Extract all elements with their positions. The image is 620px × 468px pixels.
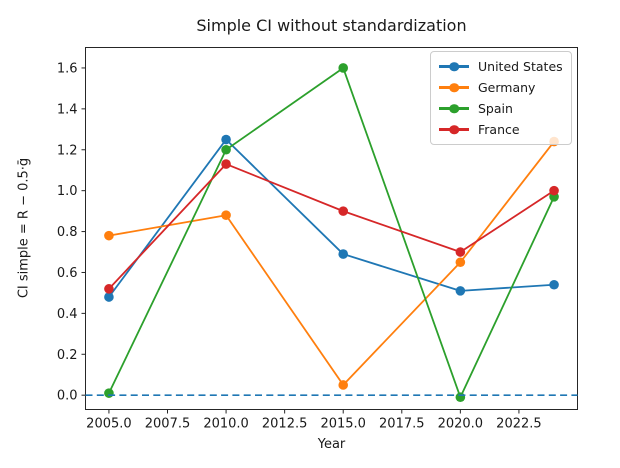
svg-text:1.2: 1.2	[57, 143, 78, 158]
svg-text:2005.0: 2005.0	[86, 417, 132, 432]
svg-text:0.6: 0.6	[57, 266, 78, 281]
svg-text:2017.5: 2017.5	[379, 417, 425, 432]
legend-item-united-states: United States	[439, 56, 563, 77]
legend-label: United States	[478, 59, 563, 74]
svg-text:2007.5: 2007.5	[145, 417, 191, 432]
x-axis-label: Year	[317, 437, 346, 452]
legend-label: France	[478, 122, 520, 137]
legend-item-spain: Spain	[439, 98, 563, 119]
svg-text:1.4: 1.4	[57, 102, 78, 117]
svg-text:2020.0: 2020.0	[438, 417, 484, 432]
svg-text:2010.0: 2010.0	[203, 417, 249, 432]
svg-text:0.4: 0.4	[57, 307, 78, 322]
legend-item-germany: Germany	[439, 77, 563, 98]
legend-marker-icon	[439, 128, 469, 131]
chart-title: Simple CI without standardization	[196, 16, 467, 35]
svg-text:0.0: 0.0	[57, 389, 78, 404]
y-axis-label: CI simple = R − 0.5·ḡ	[16, 157, 32, 299]
svg-text:1.0: 1.0	[57, 184, 78, 199]
svg-text:2012.5: 2012.5	[262, 417, 308, 432]
svg-text:2022.5: 2022.5	[496, 417, 542, 432]
legend: United States Germany Spain France	[430, 51, 572, 145]
legend-marker-icon	[439, 107, 469, 110]
svg-text:2015.0: 2015.0	[320, 417, 366, 432]
legend-item-france: France	[439, 119, 563, 140]
legend-marker-icon	[439, 86, 469, 89]
legend-label: Spain	[478, 101, 513, 116]
svg-text:0.2: 0.2	[57, 348, 78, 363]
legend-label: Germany	[478, 80, 536, 95]
legend-marker-icon	[439, 65, 469, 68]
svg-text:0.8: 0.8	[57, 225, 78, 240]
svg-text:1.6: 1.6	[57, 61, 78, 76]
